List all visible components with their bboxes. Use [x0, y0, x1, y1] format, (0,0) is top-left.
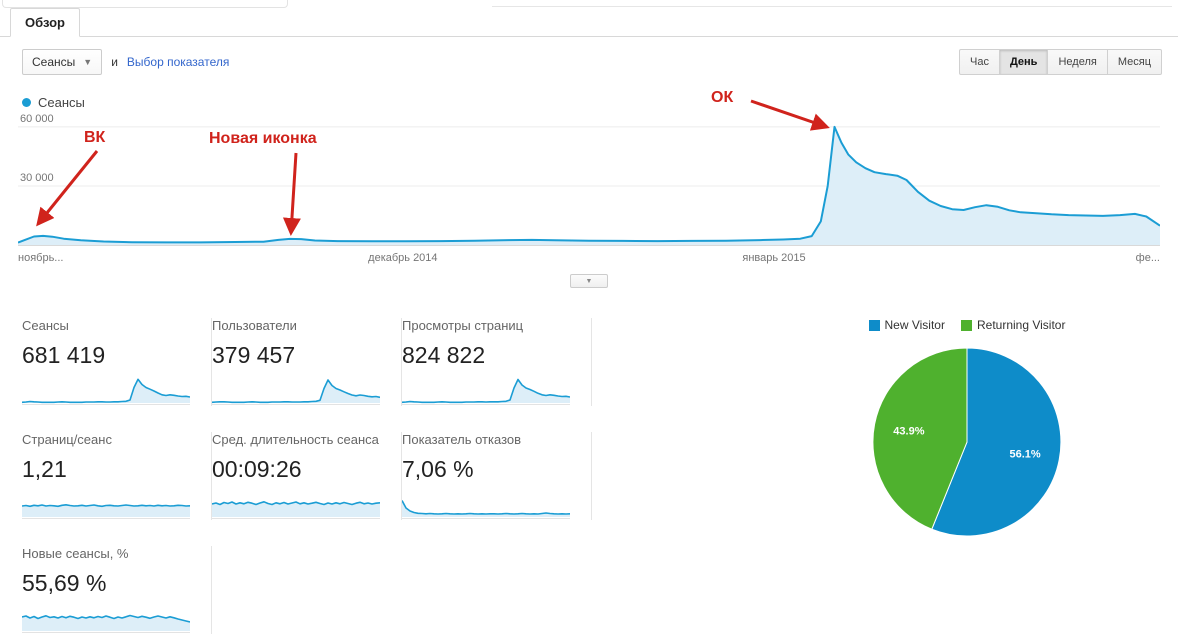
svg-text:декабрь 2014: декабрь 2014: [368, 252, 437, 264]
granularity-week-button[interactable]: Неделя: [1048, 49, 1108, 75]
pie-legend-label: Returning Visitor: [976, 318, 1066, 332]
metric-card-sessions: Сеансы 681 419: [22, 318, 212, 406]
metric-sparkline: [22, 504, 190, 519]
pie-legend-item-new-visitor: New Visitor: [868, 318, 945, 332]
returning-visitor-swatch-icon: [960, 319, 972, 331]
summary-section: Сеансы 681 419 Пользователи 379 457 Прос…: [0, 288, 1178, 634]
metric-card-pages-per-session: Страниц/сеанс 1,21: [22, 432, 212, 520]
metric-label: Сеансы: [22, 318, 69, 333]
metric-sparkline: [402, 378, 570, 405]
pie-legend-item-returning-visitor: Returning Visitor: [960, 318, 1066, 332]
collapse-chart-button[interactable]: ▼: [570, 274, 608, 288]
metric-label: Пользователи: [212, 318, 297, 333]
sessions-chart-section: Сеансы 30 000 60 000 ноябрь... декабрь 2014…: [0, 85, 1178, 288]
metric-card-avg-session-duration: Сред. длительность сеанса 00:09:26: [212, 432, 402, 520]
new-visitor-swatch-icon: [868, 319, 880, 331]
svg-text:фе...: фе...: [1136, 252, 1160, 264]
pie-legend: New Visitor Returning Visitor: [802, 318, 1132, 332]
metric-card-users: Пользователи 379 457: [212, 318, 402, 406]
metric-value: 681 419: [22, 342, 106, 368]
granularity-month-button[interactable]: Месяц: [1107, 49, 1162, 75]
conjunction-label: и: [111, 55, 118, 69]
cropped-ui-fragment-right: [492, 6, 1172, 7]
svg-text:60 000: 60 000: [20, 113, 54, 125]
metric-value: 379 457: [212, 342, 296, 368]
select-metric-link[interactable]: Выбор показателя: [126, 55, 230, 69]
metric-label: Показатель отказов: [402, 432, 522, 447]
metric-label: Сред. длительность сеанса: [212, 432, 379, 447]
cropped-ui-fragment-left: [2, 0, 288, 8]
svg-text:январь 2015: январь 2015: [742, 252, 805, 264]
visitor-type-pie-chart: 56.1% 43.9%: [872, 347, 1062, 537]
svg-text:43.9%: 43.9%: [893, 426, 924, 438]
metric-value: 824 822: [402, 342, 486, 368]
chart-legend: Сеансы: [18, 91, 1160, 113]
chevron-down-icon: ▼: [83, 57, 93, 67]
tab-overview-label: Обзор: [25, 15, 65, 30]
metric-label: Страниц/сеанс: [22, 432, 112, 447]
metric-value: 7,06 %: [402, 456, 474, 482]
metric-dropdown-label: Сеансы: [32, 55, 76, 69]
metric-dropdown[interactable]: Сеансы ▼: [22, 49, 103, 75]
granularity-hour-button[interactable]: Час: [959, 49, 1000, 75]
pie-legend-label: New Visitor: [884, 318, 945, 332]
granularity-day-button[interactable]: День: [999, 49, 1049, 75]
annotation-label-1: Новая иконка: [209, 130, 317, 147]
tab-overview[interactable]: Обзор: [10, 8, 80, 37]
metric-card-pageviews: Просмотры страниц 824 822: [402, 318, 592, 406]
annotation-label-2: ОК: [711, 89, 734, 106]
annotation-label-0: ВК: [84, 129, 106, 146]
chevron-down-icon: ▼: [585, 277, 593, 285]
metric-sparkline: [212, 379, 380, 405]
granularity-button-group: Час День Неделя Месяц: [959, 49, 1162, 75]
metric-value: 00:09:26: [212, 456, 302, 482]
sessions-timeseries-chart: 30 000 60 000 ноябрь... декабрь 2014 январь …: [18, 113, 1160, 264]
metric-sparkline: [212, 501, 380, 519]
chart-toolbar: Сеансы ▼ и Выбор показателя Час День Нед…: [0, 37, 1178, 85]
svg-text:56.1%: 56.1%: [1009, 448, 1040, 460]
metric-value: 55,69 %: [22, 570, 107, 596]
metric-card-new-sessions: Новые сеансы, % 55,69 %: [22, 546, 212, 634]
chart-legend-label: Сеансы: [38, 94, 85, 110]
metric-cards-grid: Сеансы 681 419 Пользователи 379 457 Прос…: [22, 318, 592, 634]
visitor-type-panel: New Visitor Returning Visitor 56.1% 43.9%: [802, 318, 1132, 538]
metric-sparkline: [22, 614, 190, 633]
series-dot-icon: [22, 97, 31, 107]
metric-sparkline: [402, 500, 570, 519]
svg-text:30 000: 30 000: [20, 172, 54, 184]
metric-label: Просмотры страниц: [402, 318, 524, 333]
metric-card-bounce-rate: Показатель отказов 7,06 %: [402, 432, 592, 520]
metric-label: Новые сеансы, %: [22, 546, 129, 561]
svg-text:ноябрь...: ноябрь...: [18, 252, 63, 264]
tab-bar: Обзор: [0, 0, 1178, 37]
metric-value: 1,21: [22, 456, 67, 482]
metric-sparkline: [22, 378, 190, 405]
